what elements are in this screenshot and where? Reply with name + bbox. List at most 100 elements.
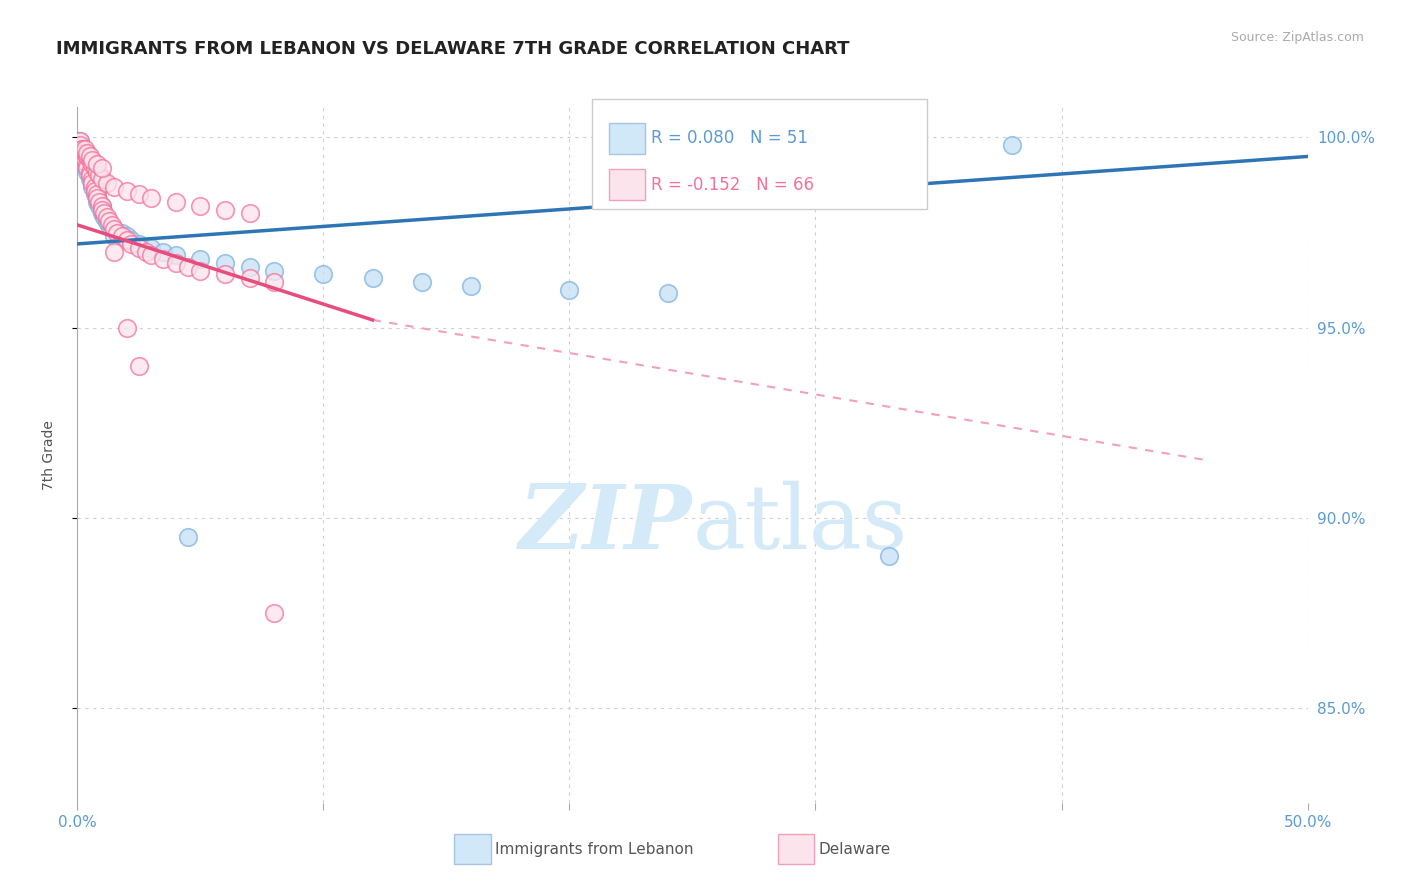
Point	[79, 161, 101, 175]
Point	[79, 164, 101, 178]
Point	[73, 153, 96, 168]
Point	[90, 199, 114, 213]
Point	[165, 248, 187, 262]
Point	[121, 233, 143, 247]
Point	[70, 145, 93, 160]
Point	[70, 149, 93, 163]
Point	[96, 214, 118, 228]
Point	[263, 263, 285, 277]
Point	[135, 244, 157, 259]
Point	[76, 164, 98, 178]
Point	[165, 195, 187, 210]
Text: Immigrants from Lebanon: Immigrants from Lebanon	[495, 842, 693, 856]
Point	[98, 214, 121, 228]
Point	[86, 184, 108, 198]
Point	[103, 244, 125, 259]
Point	[73, 153, 96, 168]
Point	[361, 271, 384, 285]
Point	[73, 145, 96, 160]
Point	[98, 218, 121, 232]
Text: ZIP: ZIP	[519, 482, 693, 567]
Point	[79, 169, 101, 183]
Point	[460, 278, 482, 293]
Point	[83, 161, 105, 175]
Text: IMMIGRANTS FROM LEBANON VS DELAWARE 7TH GRADE CORRELATION CHART: IMMIGRANTS FROM LEBANON VS DELAWARE 7TH …	[56, 40, 849, 58]
Point	[93, 211, 115, 225]
Point	[103, 229, 125, 244]
Point	[96, 176, 118, 190]
Point	[89, 169, 111, 183]
Point	[121, 236, 143, 251]
Point	[115, 229, 138, 244]
Point	[79, 149, 101, 163]
Point	[79, 169, 101, 183]
Point	[83, 184, 105, 198]
Text: R = 0.080   N = 51: R = 0.080 N = 51	[651, 129, 808, 147]
Point	[90, 206, 114, 220]
Point	[128, 359, 150, 373]
Point	[141, 248, 163, 262]
Point	[86, 157, 108, 171]
Point	[152, 252, 174, 266]
Point	[1001, 138, 1024, 153]
Point	[90, 202, 114, 217]
Point	[214, 202, 236, 217]
Point	[657, 286, 679, 301]
Point	[879, 549, 901, 563]
Point	[79, 153, 101, 168]
Point	[82, 176, 104, 190]
Point	[83, 180, 105, 194]
Point	[70, 142, 93, 156]
Point	[73, 157, 96, 171]
Text: R = -0.152   N = 66: R = -0.152 N = 66	[651, 176, 814, 194]
Text: Delaware: Delaware	[818, 842, 890, 856]
Point	[90, 161, 114, 175]
Point	[76, 157, 98, 171]
Point	[96, 214, 118, 228]
Point	[177, 260, 200, 274]
Point	[76, 161, 98, 175]
Point	[411, 275, 433, 289]
Point	[82, 169, 104, 183]
Point	[558, 283, 581, 297]
Point	[239, 206, 262, 220]
Point	[152, 244, 174, 259]
Point	[239, 260, 262, 274]
Point	[214, 268, 236, 282]
Point	[263, 275, 285, 289]
Point	[90, 172, 114, 186]
Point	[177, 530, 200, 544]
Point	[141, 191, 163, 205]
Point	[82, 153, 104, 168]
Point	[69, 134, 91, 148]
Y-axis label: 7th Grade: 7th Grade	[42, 420, 56, 490]
Point	[190, 199, 212, 213]
Point	[86, 195, 108, 210]
Point	[190, 252, 212, 266]
Point	[115, 233, 138, 247]
Text: atlas: atlas	[693, 481, 908, 568]
Point	[86, 191, 108, 205]
Point	[83, 187, 105, 202]
Point	[115, 184, 138, 198]
Point	[69, 138, 91, 153]
Point	[190, 263, 212, 277]
Point	[103, 221, 125, 235]
Point	[76, 153, 98, 168]
Point	[86, 164, 108, 178]
Point	[165, 256, 187, 270]
Point	[73, 145, 96, 160]
Point	[103, 221, 125, 235]
Point	[82, 176, 104, 190]
Point	[73, 142, 96, 156]
Point	[263, 606, 285, 620]
Point	[128, 236, 150, 251]
Point	[111, 229, 132, 244]
Point	[69, 134, 91, 148]
Point	[83, 184, 105, 198]
Point	[70, 142, 93, 156]
Point	[105, 226, 128, 240]
Point	[86, 187, 108, 202]
Point	[101, 218, 124, 232]
Point	[82, 180, 104, 194]
